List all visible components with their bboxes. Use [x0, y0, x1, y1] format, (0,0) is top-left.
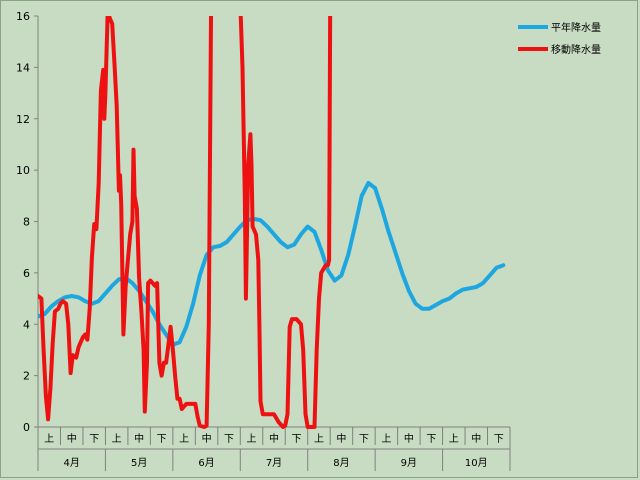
x-sub-label: 上	[449, 433, 459, 445]
y-tick-label: 16	[16, 10, 30, 23]
x-month-label: 6月	[198, 457, 214, 469]
x-sub-label: 下	[359, 434, 369, 445]
y-axis-ticks: 0 2 4 6 8 10 12 14 16	[16, 10, 38, 434]
x-month-label: 10月	[465, 457, 488, 469]
y-tick-label: 6	[23, 267, 30, 280]
legend-label-1: 移動降水量	[551, 43, 601, 56]
y-tick-label: 8	[23, 216, 30, 229]
x-sub-label: 下	[426, 434, 436, 445]
x-sub-label: 上	[314, 433, 324, 445]
y-tick-label: 14	[16, 61, 30, 74]
x-sub-label: 中	[404, 432, 414, 445]
x-sub-label: 下	[291, 434, 301, 445]
x-sub-label: 中	[134, 432, 144, 445]
x-sub-label: 下	[89, 434, 99, 445]
x-sub-label: 上	[381, 433, 391, 445]
y-tick-label: 10	[16, 164, 30, 177]
x-sub-label: 上	[112, 433, 122, 445]
y-tick-label: 2	[23, 370, 30, 383]
series-line-0	[38, 181, 506, 347]
legend-label-0: 平年降水量	[551, 21, 601, 34]
x-sub-label: 上	[44, 433, 54, 445]
x-month-label: 7月	[266, 457, 282, 469]
x-axis-ticks: 上中下上中下上中下上中下上中下上中下上中下4月 5月 6月 7月 8月 9月 10月	[37, 427, 511, 471]
x-sub-label: 下	[157, 434, 167, 445]
x-sub-label: 中	[67, 432, 77, 445]
axes	[37, 16, 511, 471]
x-month-label: 8月	[333, 457, 349, 469]
x-month-label: 9月	[401, 457, 417, 469]
x-sub-label: 中	[202, 432, 212, 445]
y-tick-label: 12	[16, 113, 30, 126]
x-sub-label: 中	[336, 432, 346, 445]
x-sub-label: 上	[247, 433, 257, 445]
x-sub-label: 下	[494, 434, 504, 445]
x-month-label: 5月	[131, 457, 147, 469]
y-tick-label: 0	[23, 421, 30, 434]
x-sub-label: 上	[179, 433, 189, 445]
x-sub-label: 下	[224, 434, 234, 445]
x-month-label: 4月	[64, 457, 80, 469]
x-sub-label: 中	[471, 432, 481, 445]
plot-area	[38, 16, 506, 429]
series-line-1	[38, 16, 333, 429]
x-sub-label: 中	[269, 432, 279, 445]
y-tick-label: 4	[23, 318, 30, 331]
